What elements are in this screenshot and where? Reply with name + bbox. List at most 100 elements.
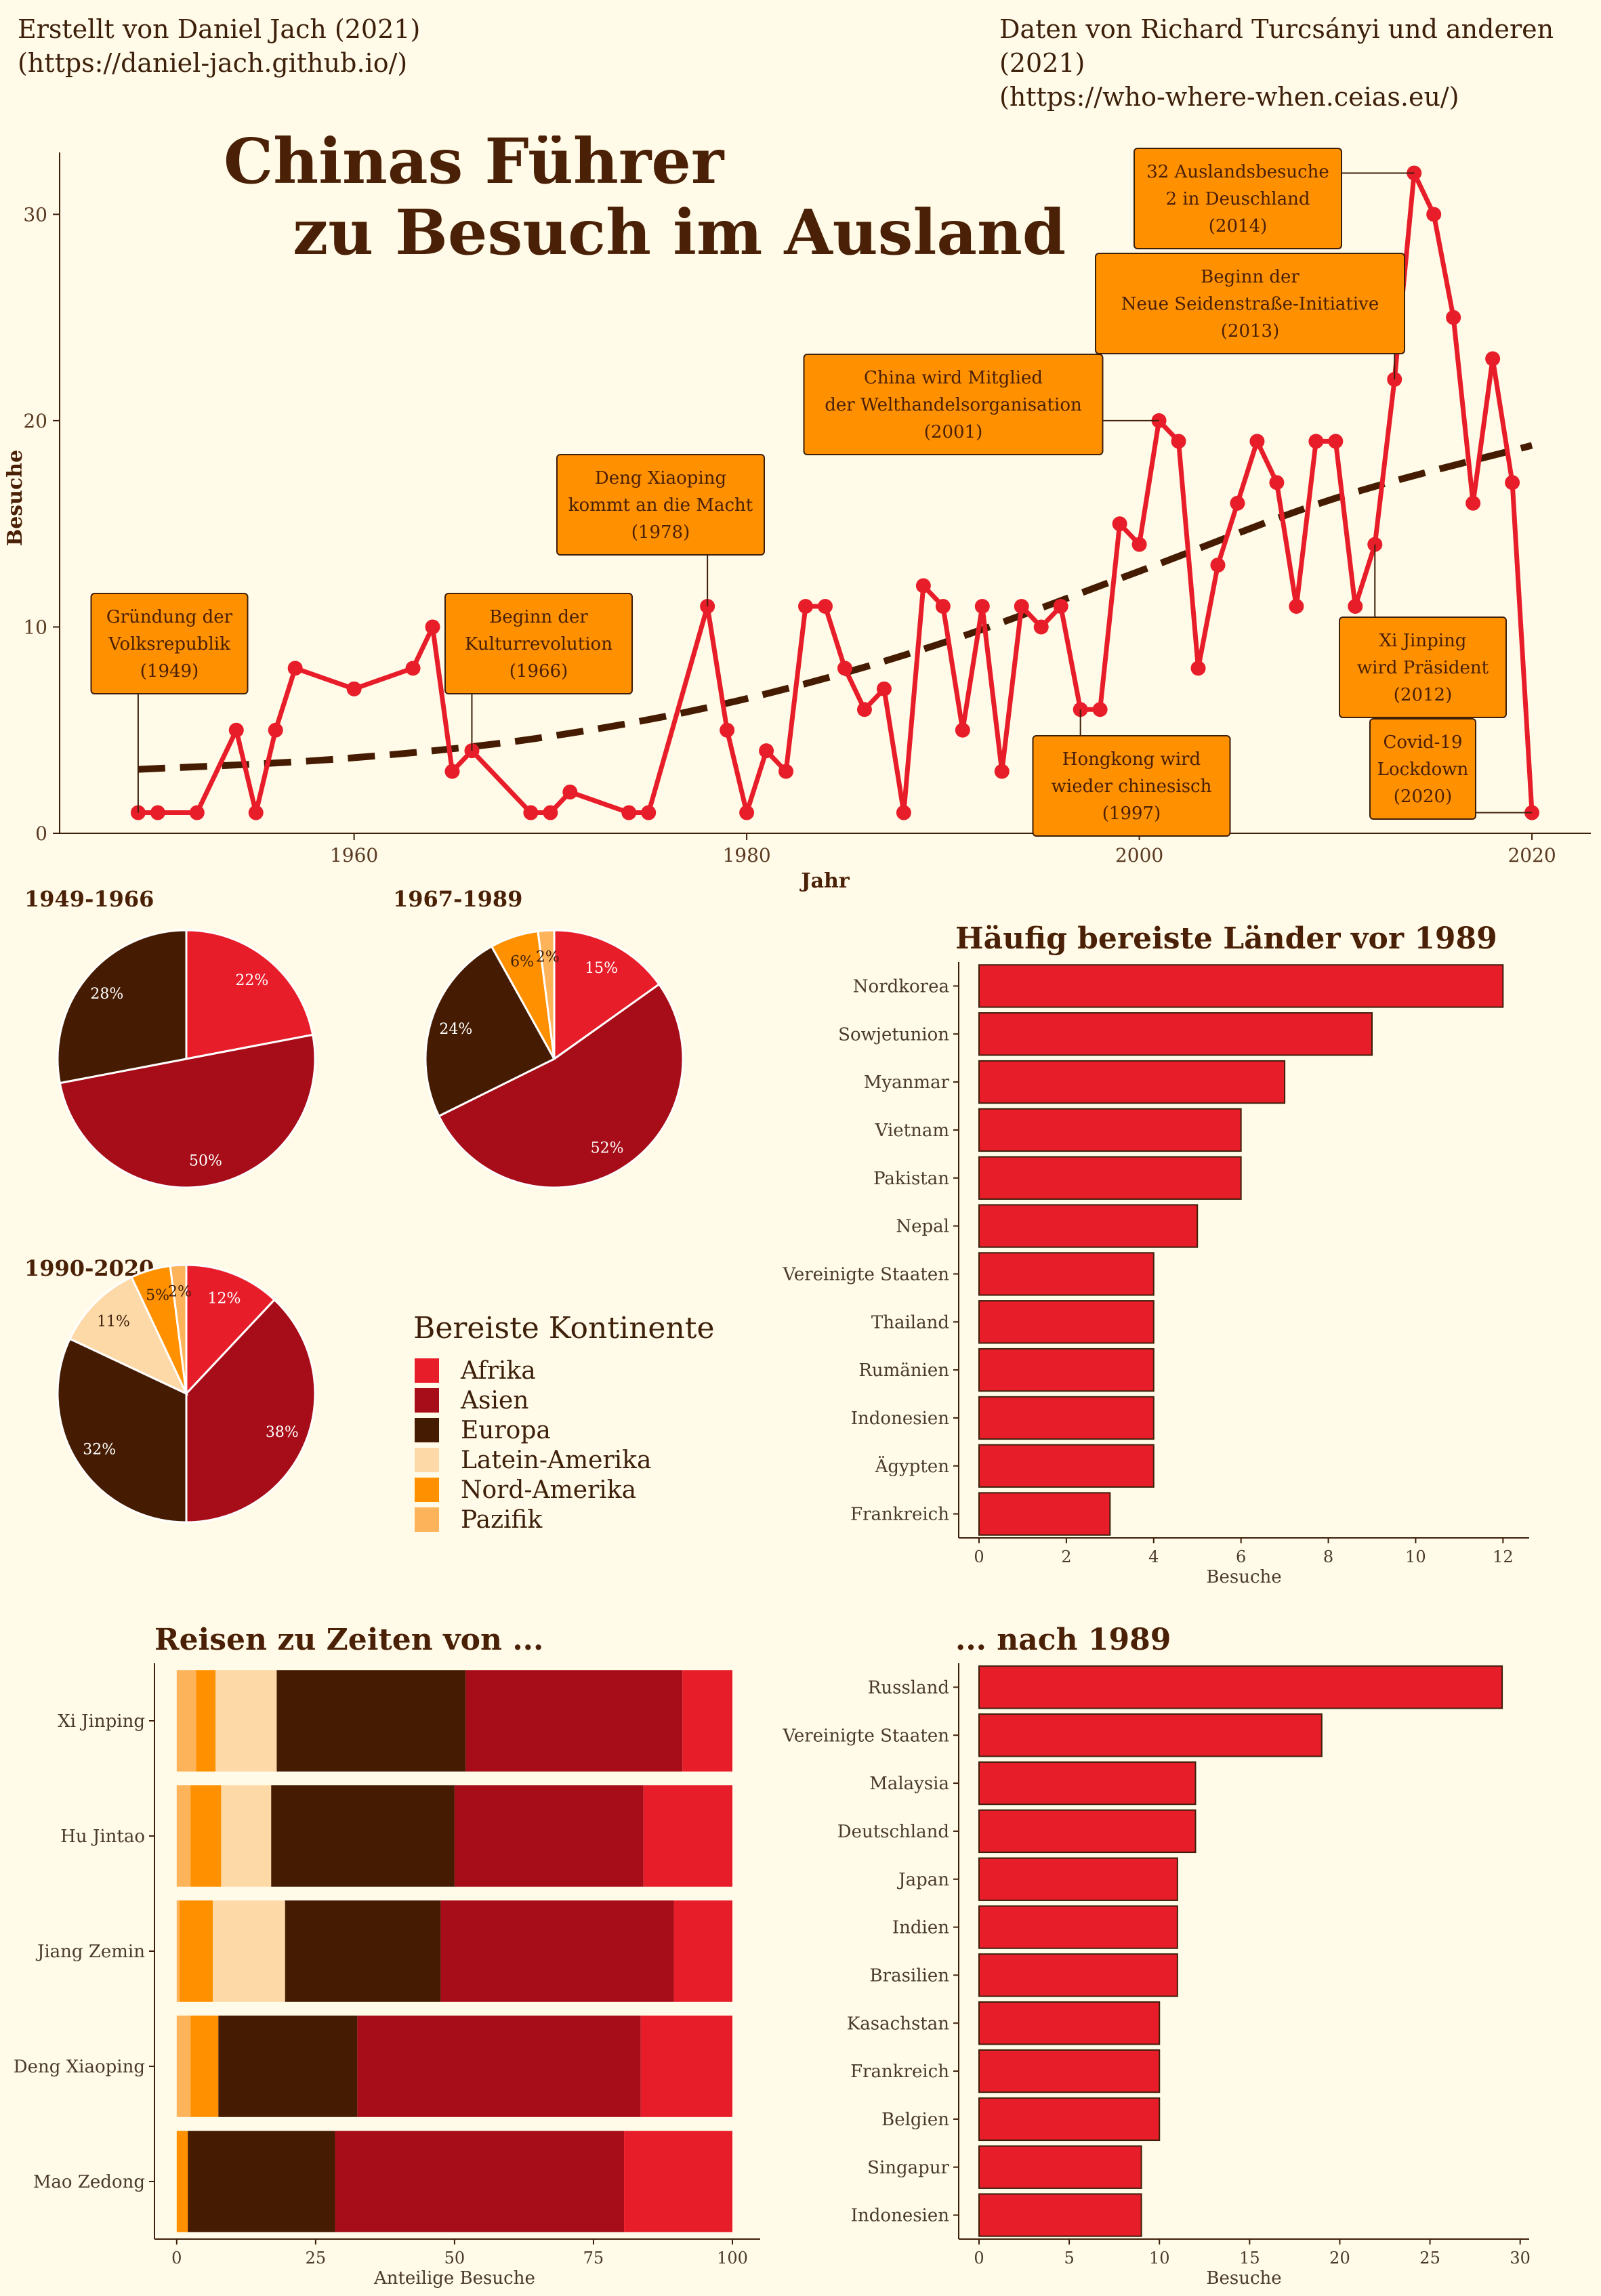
visit-point: [1092, 702, 1108, 717]
visit-point: [189, 805, 205, 820]
visit-point: [1289, 599, 1304, 614]
pie-slice-label: 38%: [266, 1424, 299, 1441]
stack-category-label: Jiang Zemin: [35, 1942, 145, 1962]
visit-point: [974, 599, 990, 614]
stack-segment-afrika: [682, 1670, 732, 1772]
bar-x-tick-label: 6: [1236, 1547, 1246, 1566]
annotation-text: (1949): [140, 661, 199, 682]
annotation-text: Beginn der: [1201, 267, 1299, 287]
stack-segment-afrika: [673, 1900, 732, 2002]
annotation-text: Kulturrevolution: [465, 634, 612, 654]
bar-category-label: Malaysia: [869, 1774, 949, 1794]
stack-xlabel: Anteilige Besuche: [373, 2268, 535, 2289]
annotation-text: (1978): [631, 522, 690, 543]
annotation-text: Lockdown: [1377, 759, 1469, 780]
annotation-text: kommt an die Macht: [568, 495, 753, 516]
annotation-text: 32 Auslandsbesuche: [1146, 162, 1329, 182]
bar-category-label: Kasachstan: [847, 2013, 949, 2034]
pie-slice-label: 12%: [208, 1291, 241, 1308]
pie-slice-label: 6%: [510, 954, 534, 971]
stack-category-label: Xi Jinping: [58, 1711, 145, 1732]
x-tick-label: 2020: [1508, 844, 1556, 867]
visit-point: [1269, 475, 1285, 490]
stack-x-tick-label: 0: [171, 2249, 182, 2268]
bar-category-label: Thailand: [871, 1312, 949, 1333]
visit-point: [759, 743, 774, 759]
pie-chart-1949-1966: 1949-1966 22% 50% 28%: [24, 886, 316, 1189]
bar-category-label: Myanmar: [864, 1072, 950, 1093]
stack-segment-europa: [188, 2131, 335, 2232]
bar-category-label: Japan: [896, 1870, 949, 1890]
visit-point: [1210, 558, 1226, 573]
pie-slice-europa: [424, 944, 556, 1118]
annotation-box: [803, 354, 1104, 455]
bar-category-label: Deutschland: [837, 1822, 949, 1842]
bar-category-label: Frankreich: [850, 2062, 949, 2082]
bar-title-after-1989: ... nach 1989: [955, 1623, 1171, 1657]
visit-point: [856, 702, 872, 717]
visit-point: [1033, 619, 1049, 635]
credit-data-line1: Daten von Richard Turcsányi und anderen …: [999, 14, 1554, 78]
pie-slice-asien: [437, 982, 684, 1189]
pie-panel-1949-1966: 1949-1966 22% 50% 28%: [0, 877, 366, 1223]
y-tick-label: 0: [35, 822, 47, 845]
stack-segment-pazifik: [176, 1670, 196, 1772]
stack-segment-afrika: [640, 2016, 732, 2117]
bar-category-label: Brasilien: [870, 1965, 950, 1986]
pie-slice-label: 11%: [97, 1314, 130, 1331]
legend-label: Latein-Amerika: [461, 1446, 651, 1474]
bar-category-label: Indien: [892, 1918, 949, 1938]
bar-x-tick-label: 20: [1329, 2249, 1350, 2268]
bar-xlabel: Besuche: [1206, 1567, 1281, 1585]
timeline-chart: Chinas Führer zu Besuch im Ausland Jahr …: [3, 135, 1591, 893]
stack-category-label: Hu Jintao: [60, 1827, 145, 1847]
visit-point: [268, 722, 283, 738]
bar-myanmar: [978, 1060, 1286, 1104]
annotation-text: Xi Jinping: [1379, 631, 1467, 651]
bar-x-tick-label: 2: [1061, 1547, 1071, 1566]
credit-author: Erstellt von Daniel Jach (2021) (https:/…: [18, 12, 420, 80]
annotation-text: (2001): [924, 422, 982, 442]
stack-segment-latein-amerika: [213, 1900, 285, 2002]
visit-point: [1426, 207, 1442, 222]
visit-point: [464, 743, 480, 759]
pie-slice-afrika: [553, 929, 661, 1061]
bar-category-label: Ägypten: [875, 1456, 950, 1477]
visit-point: [1348, 599, 1363, 614]
bar-x-tick-label: 12: [1493, 1547, 1514, 1566]
pie-slice-afrika: [185, 1264, 276, 1396]
stack-segment-pazifik: [176, 1900, 180, 2002]
visit-point: [720, 722, 735, 738]
x-tick-label: 1960: [330, 844, 378, 867]
bar-japan: [978, 1857, 1178, 1901]
stack-x-tick-label: 50: [444, 2249, 465, 2268]
annotation-text: Neue Seidenstraße-Initiative: [1121, 294, 1379, 314]
visit-point: [1230, 495, 1245, 511]
stack-category-label: Deng Xiaoping: [14, 2057, 145, 2077]
stack-segment-asien: [454, 1785, 644, 1887]
legend-swatch: [415, 1448, 439, 1472]
stack-segment-europa: [271, 1785, 455, 1887]
bar-category-label: Vereinigte Staaten: [782, 1726, 949, 1746]
y-tick-label: 10: [23, 616, 47, 638]
stack-segment-pazifik: [176, 1785, 191, 1887]
visit-point: [1014, 599, 1029, 614]
legend-swatch: [415, 1478, 439, 1502]
pie-slice-label: 28%: [90, 986, 123, 1003]
y-tick-label: 30: [23, 203, 47, 226]
stack-segment-nord-amerika: [179, 1900, 213, 2002]
bar-category-label: Indonesien: [851, 1408, 949, 1429]
annotation-box: [90, 593, 249, 694]
bar-vereinigte-staaten: [978, 1713, 1323, 1757]
stack-x-tick-label: 100: [717, 2249, 748, 2268]
stack-segment-afrika: [624, 2131, 732, 2232]
annotation-text: wieder chinesisch: [1052, 776, 1212, 797]
bar-category-label: Vereinigte Staaten: [782, 1264, 949, 1285]
legend-swatch: [415, 1418, 439, 1442]
bar-category-label: Belgien: [881, 2110, 949, 2130]
bar-category-label: Vietnam: [875, 1121, 949, 1141]
visit-point: [543, 805, 558, 820]
bar-brasilien: [978, 1953, 1178, 1997]
bar-title-before-1989: Häufig bereiste Länder vor 1989: [955, 921, 1497, 956]
bar-frankreich: [978, 2049, 1161, 2093]
